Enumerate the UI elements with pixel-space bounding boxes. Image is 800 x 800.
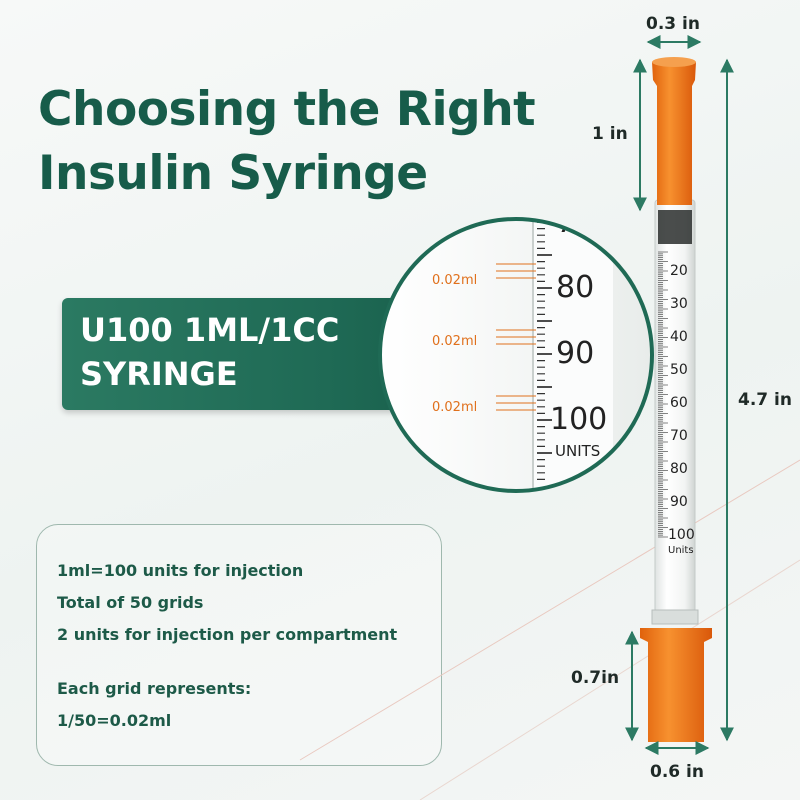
info-line-1: 1ml=100 units for injection — [57, 561, 304, 580]
scale-label-40: 40 — [670, 329, 688, 345]
scale-label-100: 100 — [668, 527, 695, 543]
background-line — [419, 559, 800, 800]
syringe-scale-labels: 20 30 40 50 60 70 80 90 100 Units — [668, 263, 695, 556]
page-title: Choosing the Right Insulin Syringe — [38, 78, 536, 206]
title-line-1: Choosing the Right — [38, 82, 536, 137]
top-width-label: 0.3 in — [646, 14, 700, 34]
lens-unit-label: UNITS — [555, 442, 600, 460]
plunger-cap — [640, 628, 712, 742]
annotation-label-1: 0.02ml — [432, 273, 477, 288]
scale-label-70: 70 — [670, 428, 688, 444]
annotation-label-3: 0.02ml — [432, 400, 477, 415]
info-box: 1ml=100 units for injection Total of 50 … — [36, 524, 442, 766]
grid-value: 1/50=0.02ml — [57, 711, 172, 730]
syringe-tick-marks — [658, 251, 668, 538]
plunger-tip — [658, 210, 692, 244]
lens-tick-marks — [537, 221, 552, 480]
title-line-2: Insulin Syringe — [38, 146, 428, 201]
cap-length-label: 1 in — [592, 124, 628, 144]
scale-label-80: 80 — [670, 461, 688, 477]
total-length-label: 4.7 in — [738, 390, 792, 410]
plunger-length-label: 0.7in — [571, 668, 620, 688]
scale-unit-label: Units — [668, 545, 694, 556]
lens-label-100: 100 — [550, 402, 607, 437]
scale-label-20: 20 — [670, 263, 688, 279]
bottom-width-label: 0.6 in — [650, 762, 704, 782]
cap-top — [652, 57, 696, 67]
lens-barrel — [533, 219, 613, 491]
banner-line-1: U100 1ML/1CC — [80, 311, 340, 349]
banner-line-2: SYRINGE — [80, 355, 238, 393]
scale-label-50: 50 — [670, 362, 688, 378]
info-line-2: Total of 50 grids — [57, 593, 204, 612]
barrel-flange — [651, 609, 699, 625]
lens-label-70: 70 — [556, 205, 594, 240]
lens-label-80: 80 — [556, 270, 594, 305]
lens-label-90: 90 — [556, 336, 594, 371]
needle-cap — [652, 62, 696, 205]
info-list: 1ml=100 units for injection Total of 50 … — [57, 555, 397, 737]
background-line — [299, 459, 800, 761]
syringe: 20 30 40 50 60 70 80 90 100 Units — [640, 57, 712, 742]
scale-label-60: 60 — [670, 395, 688, 411]
lens-rim — [378, 217, 654, 493]
magnifier-lens: 70 80 90 100 UNITS 0.02ml 0.02ml 0.02ml — [378, 205, 654, 493]
info-line-3: 2 units for injection per compartment — [57, 625, 398, 644]
banner-text: U100 1ML/1CC SYRINGE — [80, 308, 339, 396]
annotation-label-2: 0.02ml — [432, 334, 477, 349]
dimension-arrows — [625, 35, 734, 755]
ml-annotations: 0.02ml 0.02ml 0.02ml — [432, 263, 536, 415]
scale-label-30: 30 — [670, 296, 688, 312]
grid-heading: Each grid represents: — [57, 679, 252, 698]
scale-label-90: 90 — [670, 494, 688, 510]
